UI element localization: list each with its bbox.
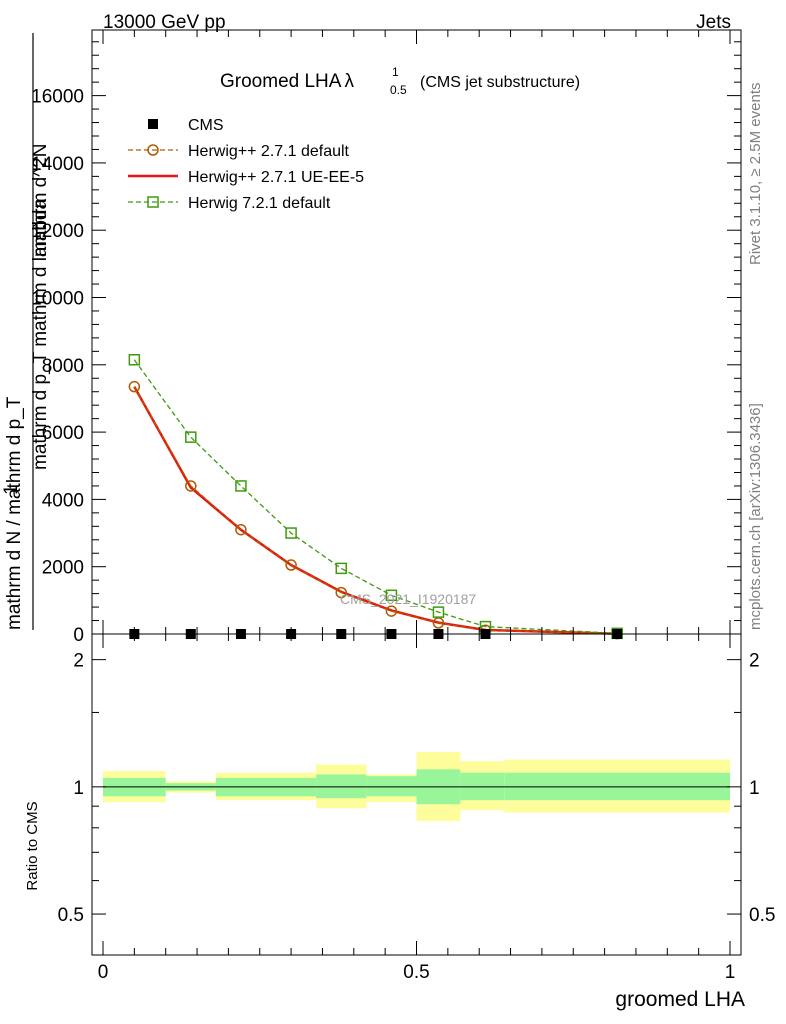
y-tick-label: 0 [73,625,84,646]
data-point [235,523,247,536]
ratio-ylabel: Ratio to CMS [24,801,41,890]
data-point [128,380,141,393]
data-point [385,605,398,617]
xlabel: groomed LHA [615,988,745,1011]
legend: CMS Herwig++ 2.7.1 default Herwig++ 2.7.1 … [128,117,364,212]
legend-marker [147,196,159,208]
ratio-plot-panel: 0.5 0.5 1 1 2 2 0 0.5 1 [58,633,775,983]
series-line [133,359,618,634]
legend-label: Herwig 7.2.1 default [188,195,331,212]
y-tick-label: 10000 [31,289,84,310]
data-point [432,606,445,618]
chart-title-note: (CMS jet substructure) [420,74,580,91]
data-point [185,431,197,443]
data-point [335,562,348,575]
data-point [285,559,297,571]
series-line [133,386,618,635]
ratio-y-tick-label: 0.5 [58,905,84,926]
data-point [285,527,297,539]
chart-title: Groomed LHA λ [220,71,354,92]
ratio-y-tick-label: 2 [73,651,84,672]
data-point [185,480,197,492]
ylabel-one: 1 [1,484,22,495]
ylabel-denominator: mathrm d N / mathrm d p_T [4,396,25,630]
watermark: CMS_2021_I1920187 [340,591,476,607]
ylabel-numerator-top: mathrm d^2N [30,144,51,257]
ratio-y-tick-label-right: 0.5 [749,905,775,926]
side-label-bottom: mcplots.cern.ch [arXiv:1306.3436] [747,403,764,630]
x-tick-label: 0 [98,962,109,983]
y-tick-label: 16000 [31,87,84,108]
ratio-band-inner [316,774,367,799]
data-point [432,617,445,629]
y-tick-label: 6000 [42,423,84,444]
legend-label: CMS [188,117,224,134]
main-plot-panel: 0 2000 4000 6000 8000 10000 12000 14000 16000 [31,29,742,646]
legend-marker [147,144,159,156]
ratio-y-tick-label-right: 1 [749,778,760,799]
ratio-band-inner [366,776,417,797]
ratio-y-tick-label-right: 2 [749,651,760,672]
legend-label: Herwig++ 2.7.1 UE-EE-5 [188,169,364,186]
legend-marker [148,119,158,129]
data-point [335,586,348,599]
main-ylabel: mathrm d^2N mathrm d p_T mathrm d lambda… [1,33,51,630]
header-right: Jets [696,12,731,33]
ratio-y-tick-label: 1 [73,778,84,799]
ylabel-numerator-mid: mathrm d p_T mathrm d lambda [30,199,51,470]
header-left: 13000 GeV pp [103,12,226,33]
y-tick-label: 12000 [31,221,84,242]
y-tick-label: 14000 [31,154,84,175]
x-tick-label: 0.5 [403,962,429,983]
data-point [128,354,141,366]
y-tick-label: 2000 [42,558,84,579]
legend-label: Herwig++ 2.7.1 default [188,143,350,160]
chart-title-superscript: 1 [392,65,399,79]
y-tick-label: 4000 [42,490,84,511]
x-tick-label: 1 [725,962,736,983]
data-point [385,589,398,602]
side-label-top: Rivet 3.1.10, ≥ 2.5M events [747,83,764,266]
y-tick-label: 8000 [42,356,84,377]
data-point [235,480,247,492]
chart-title-subscript: 0.5 [390,83,407,97]
